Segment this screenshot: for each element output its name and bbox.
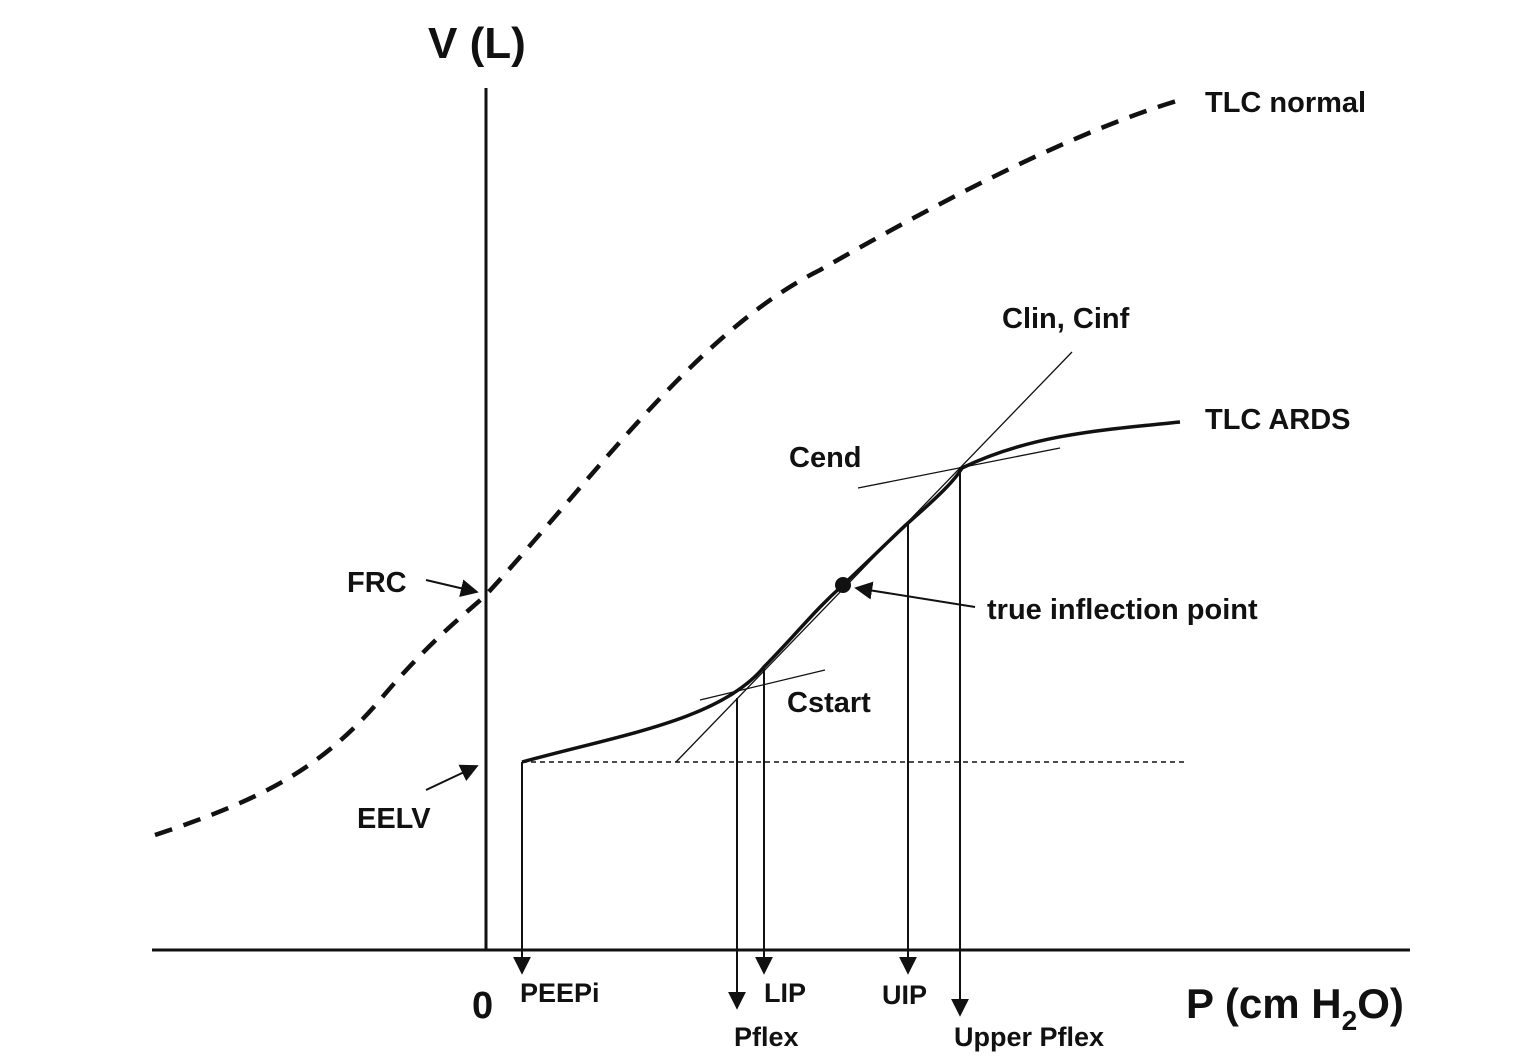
true-inflection-point: [835, 577, 851, 593]
uip-label: UIP: [882, 980, 927, 1010]
pflex-label: Pflex: [734, 1022, 799, 1052]
true-inflection-point-label: true inflection point: [987, 594, 1258, 626]
clin-cinf-tangent: [675, 351, 1073, 763]
x-axis-label-main: P (cm H: [1186, 980, 1342, 1027]
eelv-pointer-arrow: [425, 764, 479, 791]
clin-cinf-label: Clin, Cinf: [1002, 303, 1130, 335]
x-axis-label: P (cm H2O): [1186, 980, 1404, 1036]
cstart-tangent: [699, 669, 826, 701]
x-axis-label-end: O): [1357, 980, 1404, 1027]
eelv-label: EELV: [357, 803, 431, 835]
frc-label: FRC: [347, 567, 407, 599]
lip-label: LIP: [764, 978, 806, 1008]
x-axis-label-subscript: 2: [1342, 1005, 1358, 1036]
peepi-label: PEEPi: [520, 978, 600, 1008]
upper-pflex-label: Upper Pflex: [954, 1022, 1104, 1052]
tlc-normal-label: TLC normal: [1205, 87, 1366, 119]
tlc-ards-label: TLC ARDS: [1205, 404, 1351, 436]
cend-label: Cend: [789, 442, 862, 474]
frc-pointer-arrow: [425, 579, 479, 598]
cstart-label: Cstart: [787, 687, 871, 719]
normal-curve: [154, 97, 1181, 838]
origin-label: 0: [472, 985, 493, 1027]
y-axis-label: V (L): [428, 19, 526, 68]
ards-curve: [521, 420, 1181, 764]
inflection-pointer-arrow: [854, 581, 976, 608]
